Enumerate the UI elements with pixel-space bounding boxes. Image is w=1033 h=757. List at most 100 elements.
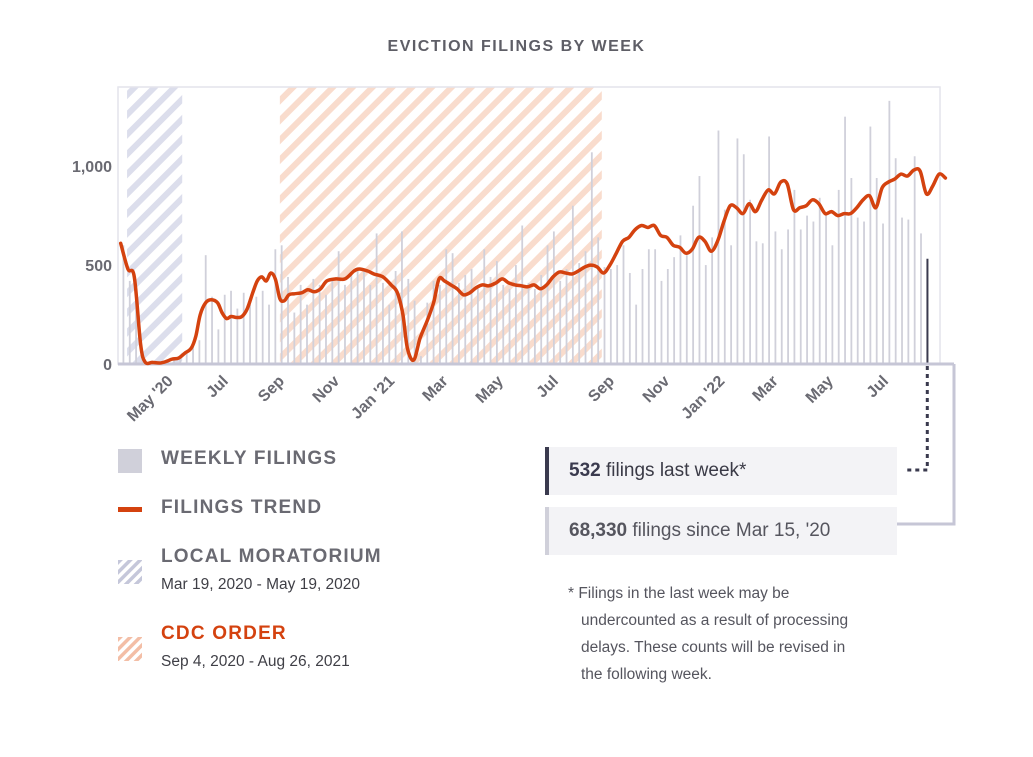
bar-weekly-filing: [736, 138, 739, 364]
bar-weekly-filing: [913, 156, 916, 364]
bar-weekly-filing: [255, 296, 258, 364]
bar-weekly-filing: [578, 263, 581, 364]
bar-weekly-filing: [502, 284, 505, 364]
x-tick-label: Nov: [310, 373, 343, 406]
bar-weekly-filing: [458, 282, 460, 364]
bar-weekly-filing: [711, 237, 714, 364]
bar-weekly-filing: [483, 249, 486, 364]
bar-weekly-filing: [432, 280, 435, 364]
bar-weekly-filing: [622, 245, 625, 364]
bar-weekly-filing: [394, 271, 397, 364]
bar-weekly-filing: [356, 269, 359, 364]
bar-weekly-filing: [723, 209, 726, 364]
footnote-line: undercounted as a result of processing: [581, 612, 849, 629]
bar-weekly-filing: [401, 231, 403, 364]
legend-trend-swatch: [118, 507, 142, 512]
bar-weekly-filing: [514, 265, 517, 364]
bar-weekly-filing: [382, 282, 384, 364]
bar-weekly-filing: [901, 217, 903, 364]
bar-weekly-filing: [850, 178, 853, 364]
bar-weekly-filing: [571, 205, 574, 364]
bar-weekly-filing: [869, 126, 872, 364]
bar-weekly-filing: [875, 178, 878, 364]
y-tick-label: 0: [103, 357, 112, 374]
bar-weekly-filing: [825, 213, 827, 364]
bar-weekly-filing: [654, 249, 657, 364]
x-tick-label: Nov: [640, 373, 673, 406]
bar-weekly-filing: [331, 280, 334, 364]
bar-weekly-filing: [128, 280, 131, 364]
stat-since-value: 68,330: [569, 520, 628, 541]
x-tick-label: Jan '22: [678, 373, 728, 423]
y-tick-label: 500: [85, 258, 112, 275]
bar-weekly-filing: [173, 360, 175, 364]
bar-weekly-filing: [584, 251, 587, 364]
bar-weekly-filing: [774, 231, 777, 364]
bar-weekly-filing: [185, 352, 188, 364]
legend-cdc-dates: Sep 4, 2020 - Aug 26, 2021: [161, 653, 350, 670]
bar-weekly-filing: [306, 304, 308, 364]
bar-weekly-filing: [641, 269, 644, 364]
bar-weekly-filing: [780, 249, 783, 364]
bar-weekly-filing: [749, 199, 751, 364]
bar-weekly-filing: [477, 288, 479, 364]
bar-weekly-filing: [287, 276, 289, 364]
bar-weekly-filing: [616, 265, 619, 364]
bar-last-week: [926, 258, 929, 364]
bar-weekly-filing: [464, 274, 467, 364]
stat-since: 68,330 filings since Mar 15, '20: [545, 507, 897, 555]
x-tick-label: Mar: [420, 373, 452, 405]
legend-cdc-swatch: [118, 637, 142, 661]
bar-weekly-filing: [521, 225, 524, 364]
legend-moratorium-label: LOCAL MORATORIUM: [161, 546, 382, 567]
bar-weekly-filing: [907, 219, 910, 364]
bar-weekly-filing: [837, 189, 840, 364]
bar-weekly-filing: [920, 233, 922, 364]
bar-weekly-filing: [122, 245, 125, 364]
bar-weekly-filing: [293, 312, 296, 364]
bar-weekly-filing: [135, 294, 137, 364]
legend-moratorium-swatch: [118, 560, 142, 584]
bar-weekly-filing: [540, 274, 543, 364]
bar-weekly-filing: [717, 130, 720, 364]
bar-weekly-filing: [590, 152, 593, 364]
bar-weekly-filing: [882, 223, 884, 364]
bar-weekly-filing: [559, 280, 562, 364]
x-tick-label: Sep: [585, 373, 618, 406]
bar-weekly-filing: [704, 265, 707, 364]
x-tick-label: May: [803, 373, 837, 407]
bar-weekly-filing: [198, 340, 201, 364]
bar-weekly-filing: [768, 136, 770, 364]
x-tick-label: Jul: [864, 373, 892, 401]
bar-weekly-filing: [812, 221, 815, 364]
bar-weekly-filing: [445, 249, 448, 364]
bar-weekly-filing: [280, 245, 283, 364]
x-tick-label: May '20: [124, 373, 177, 426]
bar-weekly-filing: [863, 221, 865, 364]
x-tick-label: Sep: [255, 373, 288, 406]
bar-weekly-filing: [268, 304, 270, 364]
bar-weekly-filing: [337, 251, 340, 364]
bar-weekly-filing: [730, 245, 733, 364]
bar-weekly-filing: [217, 329, 220, 364]
legend-weekly-swatch: [118, 449, 142, 473]
bar-weekly-filing: [508, 288, 511, 364]
bar-weekly-filing: [635, 304, 638, 364]
bar-weekly-filing: [546, 245, 549, 364]
chart-title: EVICTION FILINGS BY WEEK: [387, 38, 646, 55]
bar-weekly-filing: [204, 255, 207, 364]
bar-weekly-filing: [242, 292, 245, 364]
y-tick-label: 1,000: [72, 159, 112, 176]
bar-weekly-filing: [439, 284, 441, 364]
bar-weekly-filing: [565, 269, 568, 364]
bar-weekly-filing: [261, 290, 264, 364]
bar-weekly-filing: [179, 356, 182, 364]
bar-weekly-filing: [799, 229, 802, 364]
bar-weekly-filing: [369, 284, 372, 364]
bar-weekly-filing: [742, 154, 745, 364]
legend-moratorium-dates: Mar 19, 2020 - May 19, 2020: [161, 576, 361, 593]
x-tick-label: May: [473, 373, 507, 407]
bar-weekly-filing: [761, 243, 764, 364]
bar-weekly-filing: [375, 233, 378, 364]
